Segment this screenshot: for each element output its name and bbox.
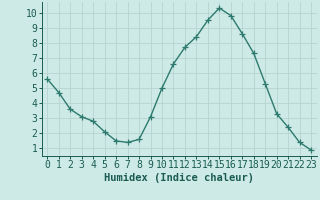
X-axis label: Humidex (Indice chaleur): Humidex (Indice chaleur) [104, 173, 254, 183]
